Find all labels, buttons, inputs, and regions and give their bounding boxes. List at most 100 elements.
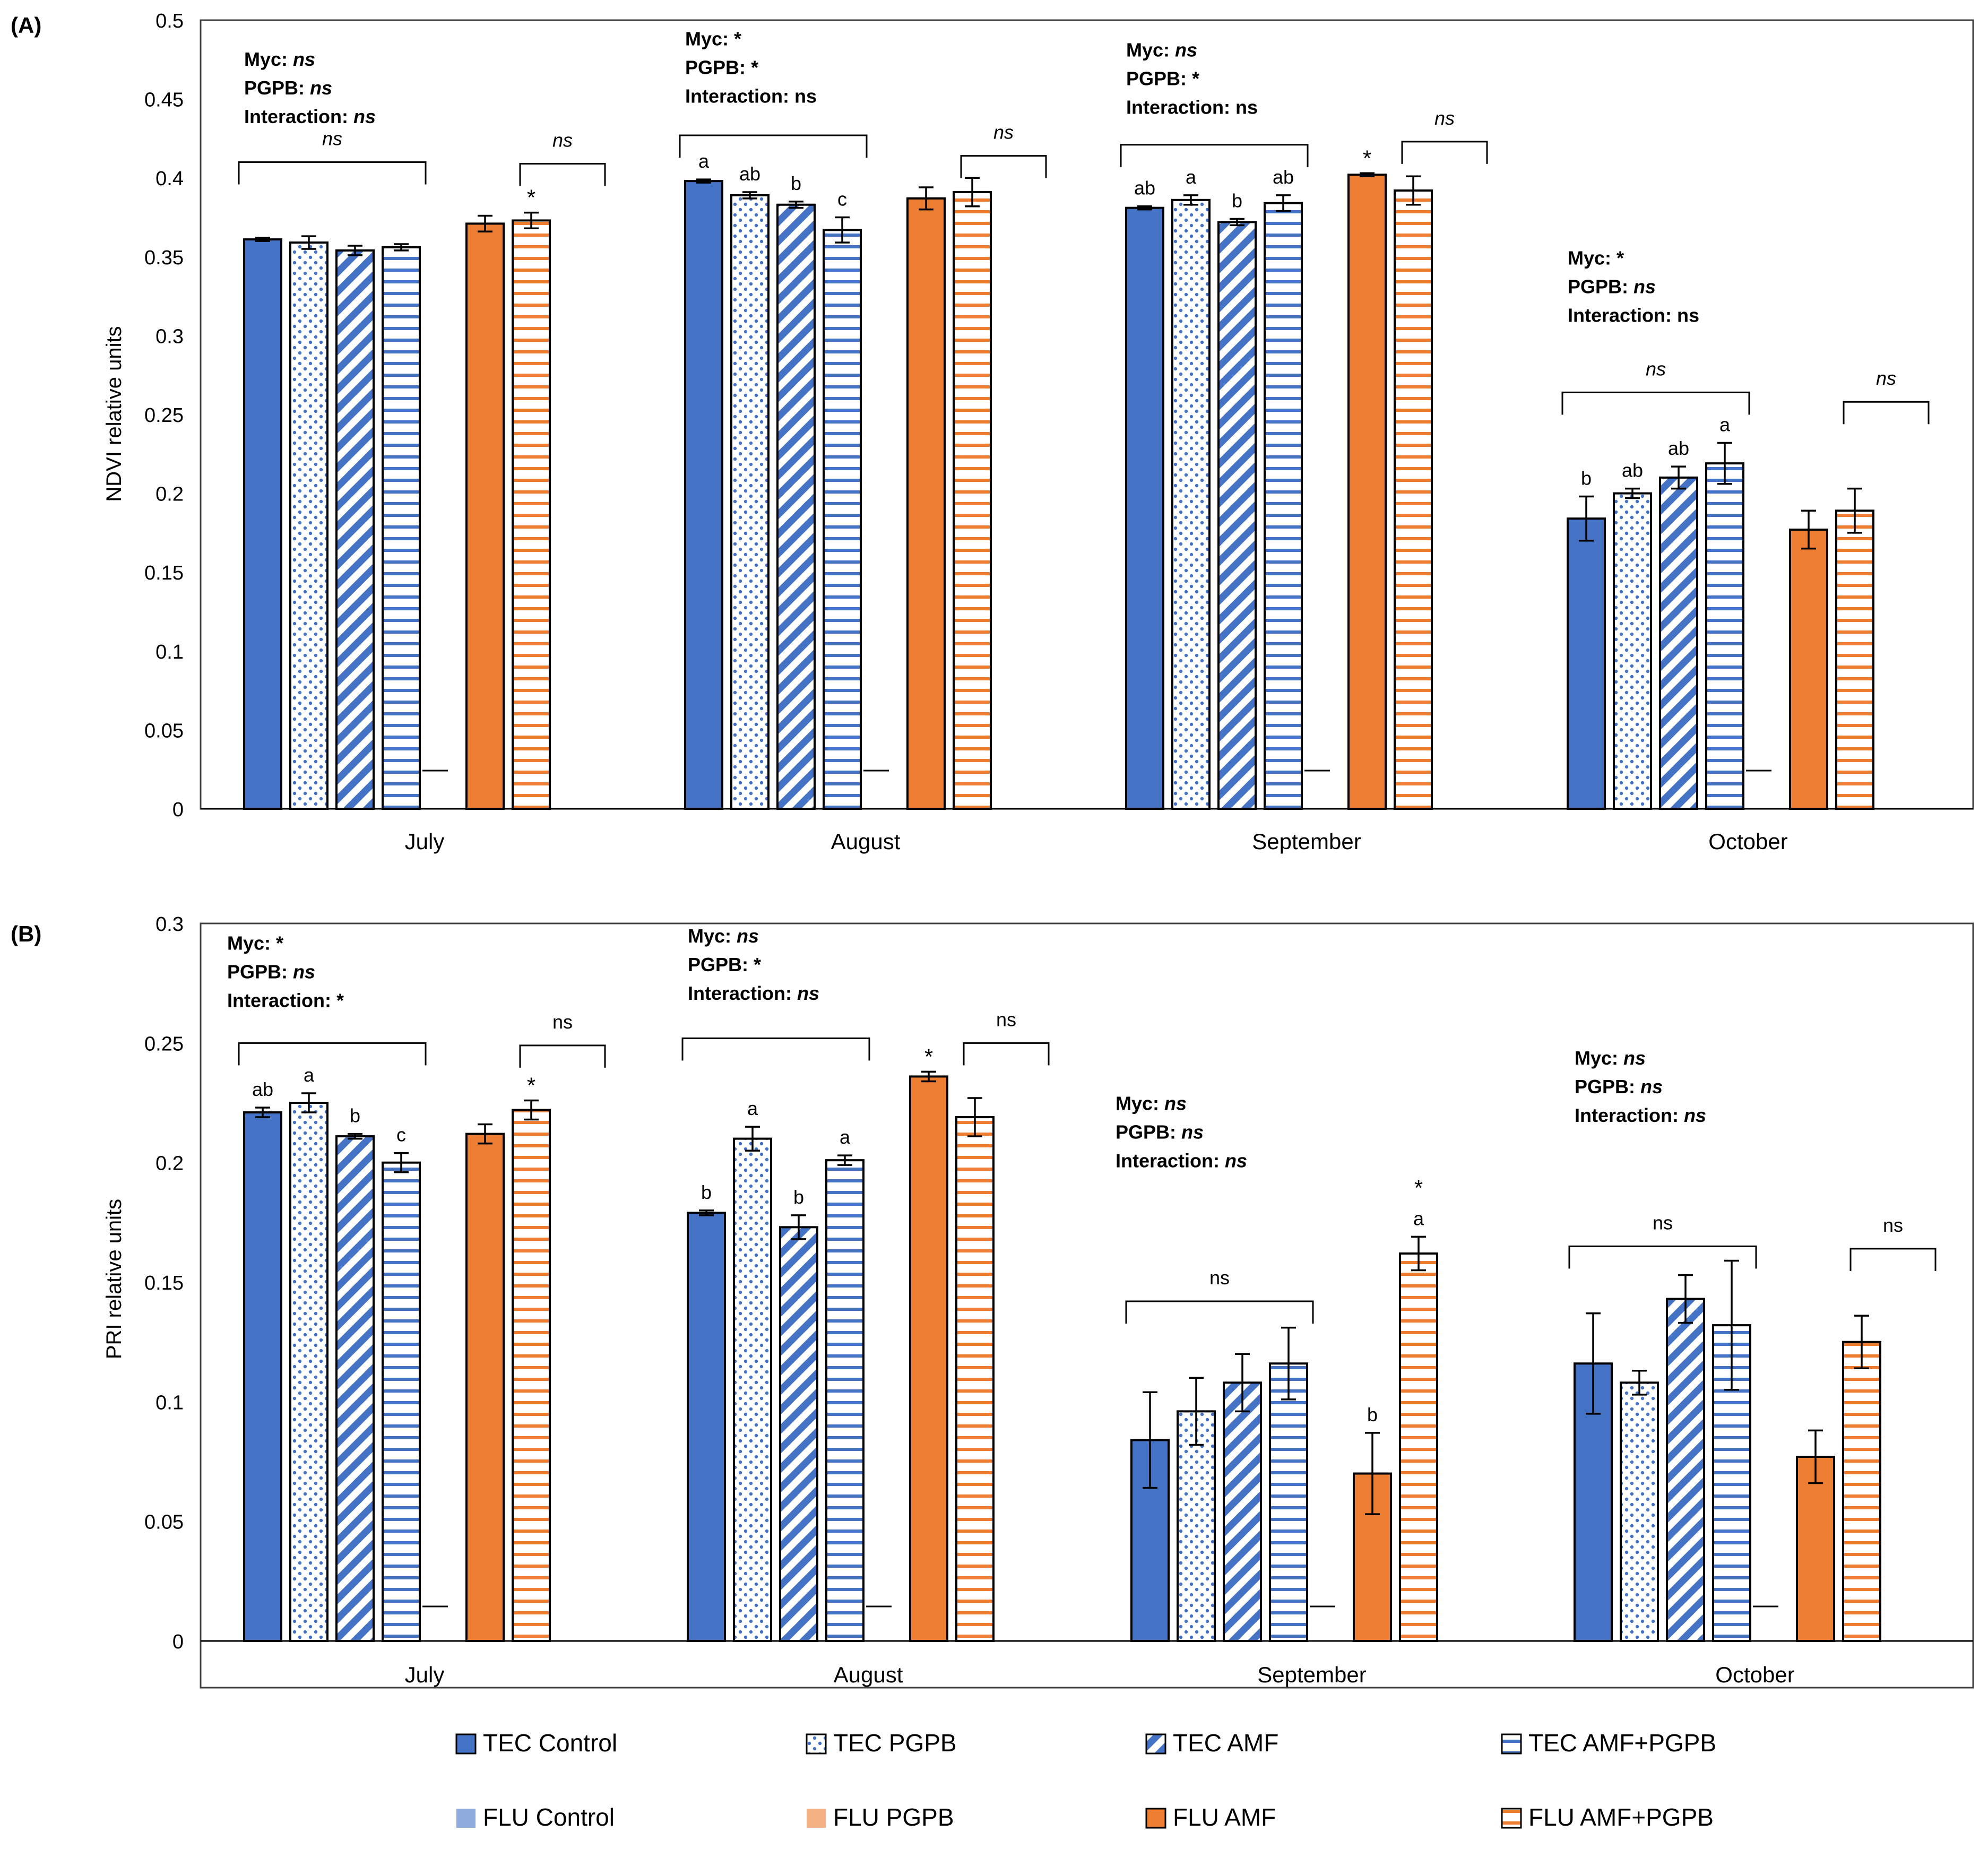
y-tick-label: 0.4 xyxy=(155,168,184,190)
bar-tec-amf-pgpb xyxy=(1264,202,1303,810)
comparison-bracket xyxy=(238,161,427,185)
significance-letter: b xyxy=(1232,189,1242,211)
month-label: July xyxy=(405,829,445,854)
stats-value: * xyxy=(754,954,761,975)
stats-line: PGPB: * xyxy=(1126,67,1199,89)
significance-letter: ab xyxy=(1622,460,1643,481)
bracket-label: ns xyxy=(322,127,342,149)
bar-flu-amf-pgpb xyxy=(1399,1252,1438,1642)
stats-line: PGPB: ns xyxy=(1568,276,1656,298)
stats-key: Interaction: xyxy=(1575,1104,1684,1126)
stats-value: * xyxy=(1617,247,1624,269)
legend-swatch xyxy=(807,1809,826,1828)
bar-flu-amf-pgpb xyxy=(512,1109,551,1642)
significance-letter: a xyxy=(747,1098,758,1119)
y-tick-label: 0.45 xyxy=(144,89,184,111)
month-label: October xyxy=(1715,1662,1794,1687)
stats-line: PGPB: * xyxy=(685,57,758,79)
month-label: July xyxy=(405,1662,445,1687)
stats-key: PGPB: xyxy=(244,77,310,99)
bar-tec-amf xyxy=(335,1135,375,1642)
comparison-bracket xyxy=(960,155,1047,178)
panel-a-label: (A) xyxy=(11,13,41,38)
stats-key: PGPB: xyxy=(1126,67,1192,89)
significance-letter: ab xyxy=(1273,166,1294,188)
stats-line: Interaction: ns xyxy=(688,982,819,1004)
y-tick-label: 0.15 xyxy=(144,562,184,584)
legend-swatch xyxy=(1501,1733,1522,1755)
legend-label: FLU AMF+PGPB xyxy=(1528,1803,1714,1831)
bar-flu-amf-pgpb xyxy=(512,219,551,810)
significance-star: * xyxy=(1414,1175,1423,1200)
comparison-bracket xyxy=(1401,141,1488,164)
y-tick-label: 0.05 xyxy=(144,1511,184,1534)
y-tick-label: 0.3 xyxy=(155,325,184,348)
bar-flu-amf-pgpb xyxy=(1394,189,1433,810)
comparison-bracket xyxy=(1561,391,1750,415)
comparison-bracket xyxy=(519,1044,606,1068)
bar-tec-amf-pgpb xyxy=(825,1159,865,1642)
bracket-label: ns xyxy=(1883,1214,1903,1236)
month-label: August xyxy=(831,829,901,854)
significance-letter: ab xyxy=(1668,437,1689,459)
stats-key: Myc: xyxy=(1568,247,1617,269)
y-tick-label: 0.25 xyxy=(144,1033,184,1055)
stats-value: ns xyxy=(1677,305,1699,326)
stats-key: PGPB: xyxy=(685,57,751,79)
stats-line: Myc: * xyxy=(685,28,741,50)
month-label: October xyxy=(1708,829,1787,854)
legend-item: FLU Control xyxy=(456,1803,615,1831)
stats-line: Interaction: ns xyxy=(1568,305,1699,326)
stats-value: * xyxy=(734,28,741,50)
stats-key: Myc: xyxy=(244,48,293,70)
month-label: September xyxy=(1252,829,1361,854)
y-tick-label: 0.25 xyxy=(144,404,184,427)
stats-value: * xyxy=(276,932,283,954)
legend-label: TEC AMF xyxy=(1173,1729,1278,1757)
legend-item: FLU AMF+PGPB xyxy=(1501,1803,1714,1831)
y-tick-label: 0.1 xyxy=(155,1392,184,1414)
legend-label: FLU Control xyxy=(483,1803,615,1831)
bar-tec-control xyxy=(243,238,282,810)
stats-key: PGPB: xyxy=(1568,276,1633,298)
bracket-label: ns xyxy=(1646,358,1666,379)
bar-tec-amf xyxy=(779,1226,818,1642)
bar-flu-amf-pgpb xyxy=(953,191,992,810)
significance-letter: ab xyxy=(252,1078,273,1100)
legend-swatch xyxy=(806,1733,827,1755)
panel-b-label: (B) xyxy=(11,921,41,946)
bracket-label: ns xyxy=(1653,1212,1673,1233)
comparison-bracket xyxy=(679,134,868,158)
significance-letter: b xyxy=(701,1181,712,1203)
bracket-label: ns xyxy=(1434,107,1455,129)
stats-key: Interaction: xyxy=(1126,96,1235,118)
stats-line: PGPB: ns xyxy=(1116,1121,1204,1143)
comparison-bracket xyxy=(1843,401,1930,425)
bar-tec-pgpb xyxy=(1620,1381,1659,1643)
legend-swatch xyxy=(1145,1733,1166,1755)
stats-key: Myc: xyxy=(1126,39,1175,61)
stats-value: ns xyxy=(1623,1047,1646,1069)
legend-label: TEC AMF+PGPB xyxy=(1528,1729,1716,1757)
bar-tec-amf xyxy=(1666,1298,1705,1642)
bar-tec-control xyxy=(243,1111,282,1642)
stats-value: ns xyxy=(293,961,315,983)
comparison-bracket xyxy=(963,1042,1050,1066)
stats-key: Myc: xyxy=(1116,1093,1164,1114)
stats-key: PGPB: xyxy=(1116,1121,1181,1143)
bar-flu-amf xyxy=(465,222,505,810)
bar-tec-control xyxy=(1567,517,1606,810)
bar-flu-amf xyxy=(1789,528,1828,810)
stats-value: * xyxy=(336,990,344,1012)
bar-tec-amf-pgpb xyxy=(1705,462,1744,810)
significance-letter: * xyxy=(1363,145,1371,170)
stats-value: ns xyxy=(1684,1104,1706,1126)
stats-key: Interaction: xyxy=(1568,305,1677,326)
bracket-label: ns xyxy=(1209,1267,1230,1289)
significance-letter: a xyxy=(304,1064,315,1086)
significance-letter: c xyxy=(396,1124,406,1146)
